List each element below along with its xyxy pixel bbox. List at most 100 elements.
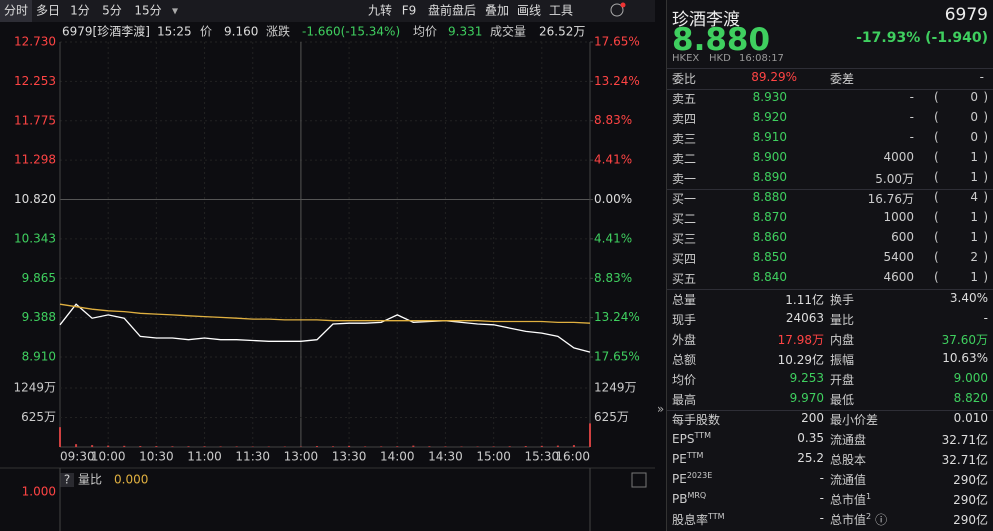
- info-change_label: 涨跌: [266, 24, 290, 39]
- bracket: (: [934, 90, 939, 104]
- book-count: 0: [970, 130, 978, 144]
- stat-label: 量比: [830, 313, 855, 327]
- y-tick-label: 8.910: [22, 350, 56, 364]
- volume-bar: [380, 446, 383, 447]
- quote-time: 16:08:17: [739, 53, 784, 64]
- volume-bar: [235, 446, 238, 447]
- book-count: 2: [970, 250, 978, 264]
- stock-code: 6979: [944, 5, 988, 25]
- x-tick-label: 16:00: [555, 450, 590, 464]
- book-count: 1: [970, 150, 978, 164]
- volume-bar: [428, 446, 431, 447]
- exchange: HKEX: [672, 53, 700, 64]
- y2-tick-label: 8.83%: [594, 113, 632, 127]
- stat-label: PBMRQ: [672, 491, 707, 506]
- stat-label: 最低: [830, 393, 855, 407]
- x-tick-label: 11:00: [187, 450, 222, 464]
- stat-label: 均价: [672, 373, 697, 387]
- tool: 盘前盘后: [428, 3, 476, 18]
- book-volume: -: [909, 130, 914, 144]
- stat-label: 振幅: [830, 353, 855, 367]
- volume-bar: [203, 446, 206, 447]
- quote-panel: 珍酒李渡 6979 8.880 -17.93% (-1.940) HKEX HKD 16:0…: [666, 0, 993, 531]
- tab[interactable]: 分时: [4, 4, 28, 18]
- vol-tick-label: 625万: [21, 410, 56, 424]
- book-label: 卖二: [672, 152, 697, 166]
- book-label: 卖一: [672, 172, 697, 186]
- x-tick-label: 09:30: [60, 450, 95, 464]
- change: -17.93% (-1.940): [856, 30, 988, 46]
- info-code: 6979[珍酒李渡]: [62, 24, 150, 39]
- info-icon[interactable]: ⓘ: [875, 513, 888, 527]
- volume-bar: [155, 446, 158, 447]
- book-count: 1: [970, 230, 978, 244]
- divider: [667, 289, 993, 290]
- vol-tick-label: 1249万: [13, 380, 56, 394]
- y2-tick-label: 17.65%: [594, 350, 640, 364]
- ind-name: 量比: [78, 473, 102, 487]
- stat-value: 9.000: [953, 371, 988, 385]
- info-price: 9.160: [224, 25, 258, 39]
- bracket: (: [934, 250, 939, 264]
- stat-value: 37.60万: [941, 333, 988, 347]
- stock-name: 珍酒李渡: [672, 10, 740, 30]
- tab[interactable]: 1分: [70, 4, 90, 18]
- stat-label: PETTM: [672, 451, 704, 466]
- book-price: 8.870: [752, 210, 787, 224]
- label: 委比: [672, 72, 697, 86]
- divider: [667, 410, 993, 411]
- x-tick-label: 14:30: [428, 450, 463, 464]
- stat-label: 总额: [672, 353, 697, 367]
- book-volume: 4000: [883, 150, 914, 164]
- bracket: ): [983, 110, 988, 124]
- stat-label: 开盘: [830, 373, 855, 387]
- notify-dot: [620, 2, 626, 8]
- book-volume: 4600: [883, 270, 914, 284]
- volume-bar: [572, 445, 575, 447]
- y2-tick-label: 0.00%: [594, 192, 632, 206]
- x-tick-label: 15:30: [525, 450, 560, 464]
- stat-value: 290亿: [953, 493, 988, 507]
- book-price: 8.860: [752, 230, 787, 244]
- stat-value: 10.29亿: [777, 353, 824, 367]
- volume-bar: [556, 445, 559, 447]
- stat-label: 换手: [830, 293, 855, 307]
- last-price: 8.880: [672, 22, 771, 58]
- y2-tick-label: 4.41%: [594, 153, 632, 167]
- bracket: ): [983, 170, 988, 184]
- volume-bar: [187, 446, 190, 447]
- divider: [667, 189, 993, 190]
- tool: 叠加: [485, 4, 509, 18]
- stat-label: 内盘: [830, 333, 855, 347]
- tab[interactable]: 多日: [36, 4, 60, 18]
- close-btn: [631, 472, 647, 488]
- book-volume: 600: [891, 230, 914, 244]
- stat-value: 0.35: [797, 431, 824, 445]
- volume-bar: [589, 423, 591, 447]
- stat-label: 总市值2 ⓘ: [830, 512, 888, 527]
- book-price: 8.850: [752, 250, 787, 264]
- tab[interactable]: 5分: [102, 4, 122, 18]
- collapse[interactable]: »: [656, 402, 665, 416]
- book-price: 8.930: [752, 90, 787, 104]
- tab-active: [0, 0, 32, 22]
- volume-bar: [444, 446, 447, 447]
- stat-label: 现手: [672, 313, 697, 327]
- book-volume: -: [909, 90, 914, 104]
- tab[interactable]: 15分: [134, 4, 161, 18]
- y-tick-label: 11.775: [14, 113, 56, 127]
- x-tick-label: 11:30: [235, 450, 270, 464]
- x-tick-label: 10:00: [91, 450, 126, 464]
- label-sup: 2023E: [686, 471, 713, 480]
- x-tick-label: 10:30: [139, 450, 174, 464]
- book-label: 买一: [672, 192, 697, 206]
- book-label: 买三: [672, 232, 697, 246]
- book-label: 买五: [672, 272, 697, 286]
- book-count: 1: [970, 170, 978, 184]
- book-count: 1: [970, 270, 978, 284]
- vol-tick-label-right: 625万: [594, 410, 629, 424]
- x-tick-label: 13:30: [332, 450, 367, 464]
- volume-bar: [91, 445, 94, 447]
- stat-label: 总市值1: [830, 492, 872, 507]
